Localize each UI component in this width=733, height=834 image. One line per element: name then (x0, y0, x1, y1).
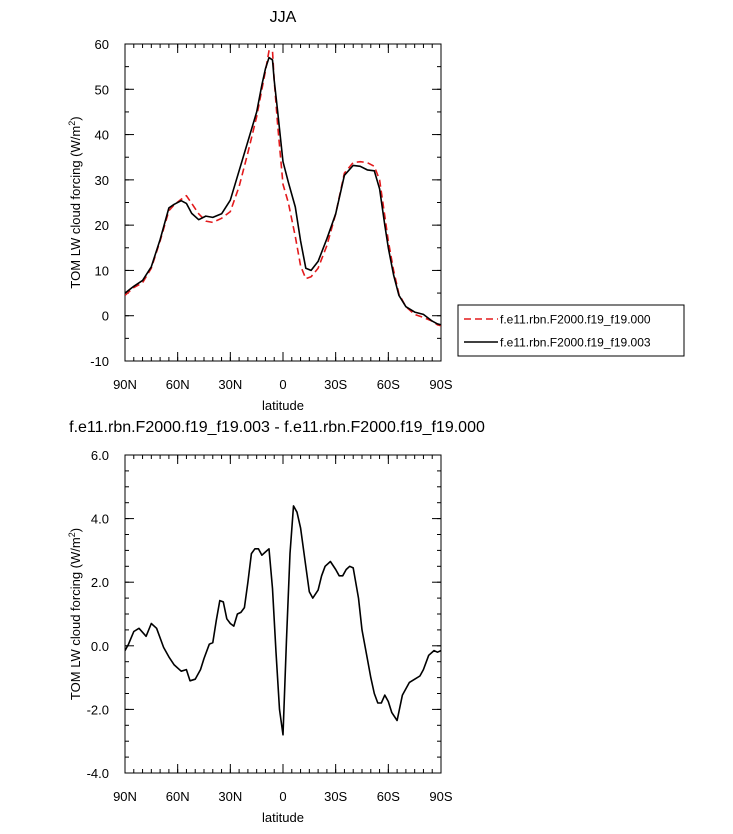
x-tick-label: 90S (429, 377, 452, 392)
x-tick-label: 30S (324, 377, 347, 392)
x-tick-label: 30N (218, 377, 242, 392)
x-tick-label: 90N (113, 789, 137, 804)
chart-title: f.e11.rbn.F2000.f19_f19.003 - f.e11.rbn.… (69, 419, 485, 436)
x-tick-label: 30S (324, 789, 347, 804)
y-tick-label: 40 (95, 128, 109, 143)
x-tick-label: 60N (166, 377, 190, 392)
chart-panel-2: f.e11.rbn.F2000.f19_f19.003 - f.e11.rbn.… (67, 419, 485, 825)
x-tick-label: 60S (377, 789, 400, 804)
series-line-1 (125, 505, 441, 736)
y-tick-label: 2.0 (91, 575, 109, 590)
x-tick-label: 60N (166, 789, 190, 804)
y-tick-label: 30 (95, 173, 109, 188)
series-line-1 (125, 49, 441, 327)
y-tick-label: 6.0 (91, 448, 109, 463)
y-axis-label-text: TOM LW cloud forcing (W/m (68, 126, 83, 289)
y-axis-label: TOM LW cloud forcing (W/m2) (67, 116, 83, 288)
y-axis-label: TOM LW cloud forcing (W/m2) (67, 528, 83, 700)
x-tick-label: 90S (429, 789, 452, 804)
y-tick-label: 20 (95, 218, 109, 233)
chart-panel-1: JJA 90N 60N 30N 0 30S 60S 90S -10 0 10 20 30 40 50 60 la… (67, 9, 685, 413)
y-axis-label-text: TOM LW cloud forcing (W/m (68, 537, 83, 700)
y-axis-label-close: ) (68, 116, 83, 120)
series-line-2 (125, 56, 441, 326)
y-tick-label: -4.0 (87, 766, 109, 781)
plot-frame (124, 43, 442, 362)
y-tick-label: -2.0 (87, 702, 109, 717)
legend: f.e11.rbn.F2000.f19_f19.000 f.e11.rbn.F20… (457, 304, 685, 357)
x-axis-label: latitude (262, 398, 304, 413)
legend-label-2: f.e11.rbn.F2000.f19_f19.003 (500, 336, 651, 350)
y-axis-label-superscript: 2 (67, 532, 77, 537)
x-tick-label: 0 (279, 789, 286, 804)
legend-label-1: f.e11.rbn.F2000.f19_f19.000 (500, 313, 651, 327)
y-axis-label-close: ) (68, 528, 83, 532)
x-tick-label: 90N (113, 377, 137, 392)
y-tick-label: -10 (90, 354, 109, 369)
y-tick-label: 4.0 (91, 512, 109, 527)
x-axis-label: latitude (262, 810, 304, 825)
y-axis-label-superscript: 2 (67, 121, 77, 126)
y-tick-label: 60 (95, 37, 109, 52)
y-tick-label: 50 (95, 82, 109, 97)
y-tick-label: 10 (95, 263, 109, 278)
y-tick-label: 0 (102, 309, 109, 324)
chart-title: JJA (270, 9, 297, 26)
x-tick-label: 0 (279, 377, 286, 392)
x-tick-label: 60S (377, 377, 400, 392)
x-tick-label: 30N (218, 789, 242, 804)
y-tick-label: 0.0 (91, 639, 109, 654)
legend-box (457, 304, 685, 357)
